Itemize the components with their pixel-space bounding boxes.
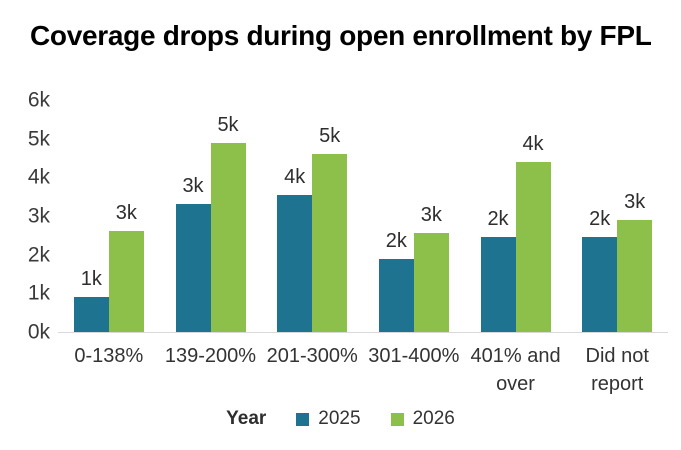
- bar-value-label-2026-cat2: 5k: [319, 125, 341, 148]
- y-axis-tick-label: 1k: [27, 281, 50, 305]
- bar-value-label-2026-cat1: 5k: [217, 113, 239, 136]
- bar-value-label-2025-cat2: 4k: [284, 165, 306, 188]
- bar-2025-cat4: [480, 237, 516, 332]
- x-axis-label-cat0: 0-138%: [74, 345, 144, 367]
- bar-2025-cat2: [277, 194, 313, 332]
- y-axis-tick-label: 4k: [27, 165, 50, 189]
- bar-value-label-2025-cat4: 2k: [487, 208, 509, 231]
- x-axis-label-cat3: 301-400%: [368, 345, 460, 367]
- legend-label: 2026: [412, 408, 455, 429]
- plot-area: 1k 3k 4k 2k 2k 2k 3k 5k 5k 3k 4k 3k: [58, 100, 668, 333]
- bar-2026-cat0: [108, 231, 144, 332]
- legend-label: 2025: [318, 408, 361, 429]
- y-axis-tick-label: 0k: [27, 320, 50, 344]
- legend-items: 2025 2026: [296, 408, 455, 430]
- y-axis-tick-label: 6k: [27, 88, 50, 112]
- x-axis: 0-138% 139-200% 201-300% 301-400% 401% and o…: [58, 342, 668, 398]
- bar-2025-cat5: [582, 237, 618, 332]
- bar-value-label-2025-cat3: 2k: [385, 229, 407, 252]
- legend-swatch-icon: [390, 412, 404, 426]
- bar-value-label-2026-cat0: 3k: [115, 202, 137, 225]
- x-axis-label-cat4: 401% and over: [470, 345, 561, 395]
- bar-2026-cat5: [617, 219, 653, 332]
- legend-swatch-icon: [296, 412, 310, 426]
- x-axis-label-cat2: 201-300%: [266, 345, 358, 367]
- bar-2025-cat1: [175, 204, 211, 332]
- bar-value-label-2026-cat5: 3k: [624, 190, 646, 213]
- legend: Year 2025 2026: [0, 408, 681, 430]
- legend-item-2025: 2025: [296, 408, 361, 430]
- bar-value-label-2026-cat3: 3k: [420, 204, 442, 227]
- bar-2025-cat3: [378, 258, 414, 332]
- bar-value-label-2025-cat5: 2k: [589, 208, 611, 231]
- y-axis-tick-label: 5k: [27, 127, 50, 151]
- bar-value-label-2026-cat4: 4k: [522, 132, 544, 155]
- chart-title: Coverage drops during open enrollment by…: [30, 20, 652, 51]
- y-axis-tick-label: 2k: [27, 243, 50, 267]
- bar-2026-cat1: [210, 142, 246, 332]
- legend-item-2026: 2026: [390, 408, 455, 430]
- bar-value-label-2025-cat1: 3k: [182, 175, 204, 198]
- bar-value-label-2025-cat0: 1k: [80, 268, 102, 291]
- y-axis-tick-label: 3k: [27, 204, 50, 228]
- bar-2026-cat3: [413, 233, 449, 332]
- x-axis-label-cat1: 139-200%: [164, 345, 257, 367]
- bar-2025-cat0: [73, 297, 109, 332]
- bar-2026-cat2: [312, 154, 348, 332]
- x-axis-baseline: [58, 332, 668, 333]
- legend-title: Year: [226, 408, 267, 429]
- x-axis-label-cat5: Did not report: [585, 345, 649, 395]
- bar-2026-cat4: [515, 161, 551, 332]
